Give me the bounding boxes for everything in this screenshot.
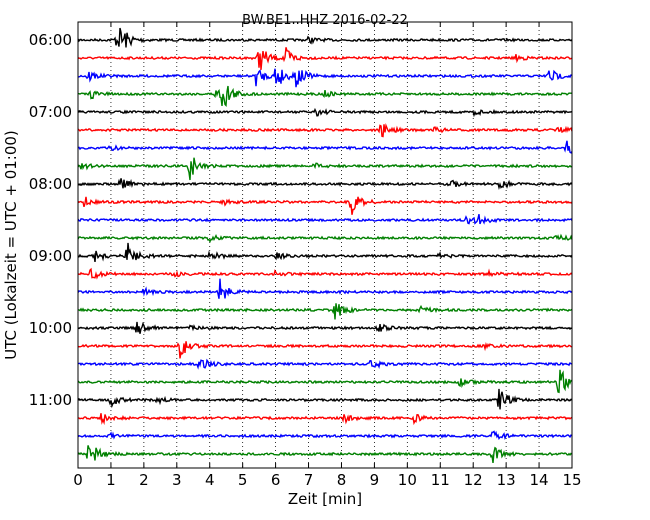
trace-0730 — [77, 140, 573, 154]
x-axis-label: Zeit [min] — [288, 490, 362, 508]
x-tick-label: 6 — [271, 471, 281, 489]
y-tick-label: 08:00 — [29, 175, 72, 193]
trace-1045 — [77, 369, 573, 394]
trace-1130 — [77, 430, 573, 441]
y-tick-label: 10:00 — [29, 319, 72, 337]
y-axis: 06:00 07:00 08:00 09:00 10:00 11:00 — [29, 31, 572, 409]
x-tick-label: 1 — [106, 471, 116, 489]
axes-frame — [77, 21, 573, 469]
trace-0615 — [77, 47, 573, 70]
trace-0600 — [77, 27, 573, 48]
x-tick-label: 0 — [73, 471, 83, 489]
trace-group — [77, 27, 573, 463]
x-axis: 0 1 2 3 4 5 6 7 8 9 10 11 12 13 14 15 — [73, 22, 582, 489]
trace-0845 — [77, 233, 573, 244]
trace-0830 — [77, 214, 573, 225]
x-tick-label: 2 — [139, 471, 149, 489]
x-tick-label: 13 — [497, 471, 516, 489]
y-tick-label: 11:00 — [29, 391, 72, 409]
trace-0800 — [77, 178, 573, 191]
x-tick-label: 14 — [530, 471, 549, 489]
trace-0745 — [77, 157, 573, 181]
trace-0700 — [77, 107, 573, 118]
trace-0945 — [78, 303, 573, 320]
x-tick-label: 9 — [370, 471, 380, 489]
x-tick-label: 4 — [205, 471, 215, 489]
x-tick-label: 3 — [172, 471, 182, 489]
x-tick-label: 7 — [304, 471, 314, 489]
trace-0715 — [77, 122, 573, 138]
y-tick-label: 06:00 — [29, 31, 72, 49]
trace-0930 — [77, 278, 573, 299]
trace-0630 — [77, 68, 573, 88]
trace-1000 — [77, 321, 573, 334]
trace-0815 — [77, 196, 573, 215]
x-tick-label: 5 — [238, 471, 248, 489]
trace-0645 — [77, 85, 573, 107]
y-tick-label: 09:00 — [29, 247, 72, 265]
x-tick-label: 11 — [431, 471, 450, 489]
y-axis-label: UTC (Lokalzeit = UTC + 01:00) — [2, 130, 20, 360]
x-tick-label: 12 — [464, 471, 483, 489]
trace-1115 — [77, 413, 573, 426]
trace-0900 — [77, 242, 573, 263]
trace-1015 — [77, 341, 573, 359]
trace-1145 — [77, 445, 573, 463]
chart-title: BW.BE1..HHZ 2016-02-22 — [242, 13, 408, 28]
trace-1100 — [77, 388, 572, 410]
trace-0915 — [77, 267, 573, 280]
x-tick-label: 10 — [398, 471, 417, 489]
y-tick-label: 07:00 — [29, 103, 72, 121]
x-tick-label: 8 — [337, 471, 347, 489]
trace-1030 — [77, 358, 573, 370]
x-tick-label: 15 — [562, 471, 581, 489]
